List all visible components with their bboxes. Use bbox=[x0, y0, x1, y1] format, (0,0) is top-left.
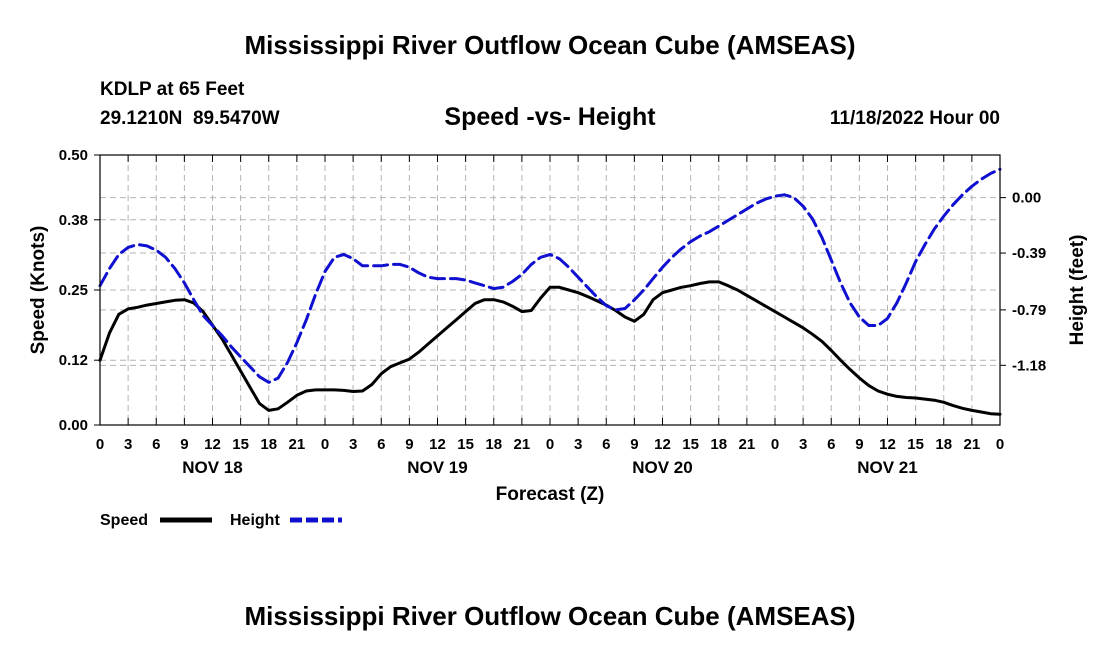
y-axis-left: 0.00 0.12 0.25 0.38 0.50 bbox=[59, 147, 100, 434]
x-tick-label: 21 bbox=[739, 436, 756, 453]
y2-tick-label: 0.00 bbox=[1012, 190, 1041, 207]
y2-tick-label: -0.39 bbox=[1012, 245, 1046, 262]
y2-axis-label: Height (feet) bbox=[1067, 235, 1088, 346]
x-tick-label: 12 bbox=[204, 436, 221, 453]
y-tick-label: 0.50 bbox=[59, 147, 88, 164]
x-tick-label: 12 bbox=[429, 436, 446, 453]
day-label: NOV 18 bbox=[182, 458, 242, 477]
y-tick-label: 0.12 bbox=[59, 352, 88, 369]
y-tick-label: 0.25 bbox=[59, 282, 88, 299]
x-tick-label: 21 bbox=[514, 436, 531, 453]
run-time-label: 11/18/2022 Hour 00 bbox=[830, 108, 1000, 129]
x-tick-label: 3 bbox=[799, 436, 807, 453]
station-label: KDLP at 65 Feet bbox=[100, 79, 245, 100]
x-tick-label: 21 bbox=[964, 436, 981, 453]
chart-title: Mississippi River Outflow Ocean Cube (AM… bbox=[244, 30, 855, 60]
x-tick-label: 12 bbox=[654, 436, 671, 453]
x-tick-label: 0 bbox=[996, 436, 1004, 453]
x-tick-label: 6 bbox=[152, 436, 160, 453]
x-tick-label: 9 bbox=[630, 436, 638, 453]
footer-title: Mississippi River Outflow Ocean Cube (AM… bbox=[244, 601, 855, 631]
series-layer bbox=[98, 167, 1002, 416]
day-labels: NOV 18 NOV 19 NOV 20 NOV 21 bbox=[182, 458, 917, 477]
x-tick-label: 9 bbox=[405, 436, 413, 453]
height-series-line bbox=[98, 167, 1002, 384]
legend: Speed Height bbox=[100, 512, 342, 529]
chart-subtitle: Speed -vs- Height bbox=[444, 103, 656, 131]
x-tick-label: 18 bbox=[485, 436, 502, 453]
day-label: NOV 19 bbox=[407, 458, 467, 477]
x-tick-label: 18 bbox=[710, 436, 727, 453]
legend-speed-label: Speed bbox=[100, 512, 148, 529]
x-tick-label: 15 bbox=[907, 436, 924, 453]
day-label: NOV 21 bbox=[857, 458, 917, 477]
day-label: NOV 20 bbox=[632, 458, 692, 477]
x-tick-label: 6 bbox=[377, 436, 385, 453]
x-axis-label: Forecast (Z) bbox=[496, 484, 605, 505]
x-tick-label: 6 bbox=[827, 436, 835, 453]
x-tick-label: 3 bbox=[124, 436, 132, 453]
x-tick-label: 3 bbox=[574, 436, 582, 453]
location-label: 29.1210N 89.5470W bbox=[100, 108, 280, 129]
x-tick-label: 0 bbox=[771, 436, 779, 453]
x-tick-label: 6 bbox=[602, 436, 610, 453]
x-tick-label: 21 bbox=[289, 436, 306, 453]
x-tick-label: 0 bbox=[546, 436, 554, 453]
x-tick-label: 15 bbox=[682, 436, 699, 453]
x-tick-label: 15 bbox=[232, 436, 249, 453]
x-tick-label: 12 bbox=[879, 436, 896, 453]
x-tick-label: 9 bbox=[855, 436, 863, 453]
y-tick-label: 0.38 bbox=[59, 212, 88, 229]
legend-height-label: Height bbox=[230, 512, 280, 529]
x-tick-label: 0 bbox=[96, 436, 104, 453]
y-axis-label: Speed (Knots) bbox=[28, 226, 49, 355]
x-tick-label: 0 bbox=[321, 436, 329, 453]
x-tick-label: 3 bbox=[349, 436, 357, 453]
x-tick-label: 18 bbox=[260, 436, 277, 453]
x-tick-label: 9 bbox=[180, 436, 188, 453]
y2-tick-label: -0.79 bbox=[1012, 302, 1046, 319]
y-tick-label: 0.00 bbox=[59, 417, 88, 434]
speed-series-line bbox=[98, 280, 1002, 416]
y-axis-right: 0.00 -0.39 -0.79 -1.18 bbox=[1000, 190, 1046, 374]
gridlines bbox=[100, 155, 1000, 425]
x-axis: 0 3 6 9 12 15 18 21 0 3 6 9 12 15 18 21 0 3 6 9 12 15 18 21 0 3 6 9… bbox=[96, 155, 1004, 453]
x-tick-label: 15 bbox=[457, 436, 474, 453]
x-tick-label: 18 bbox=[935, 436, 952, 453]
y2-tick-label: -1.18 bbox=[1012, 357, 1046, 374]
